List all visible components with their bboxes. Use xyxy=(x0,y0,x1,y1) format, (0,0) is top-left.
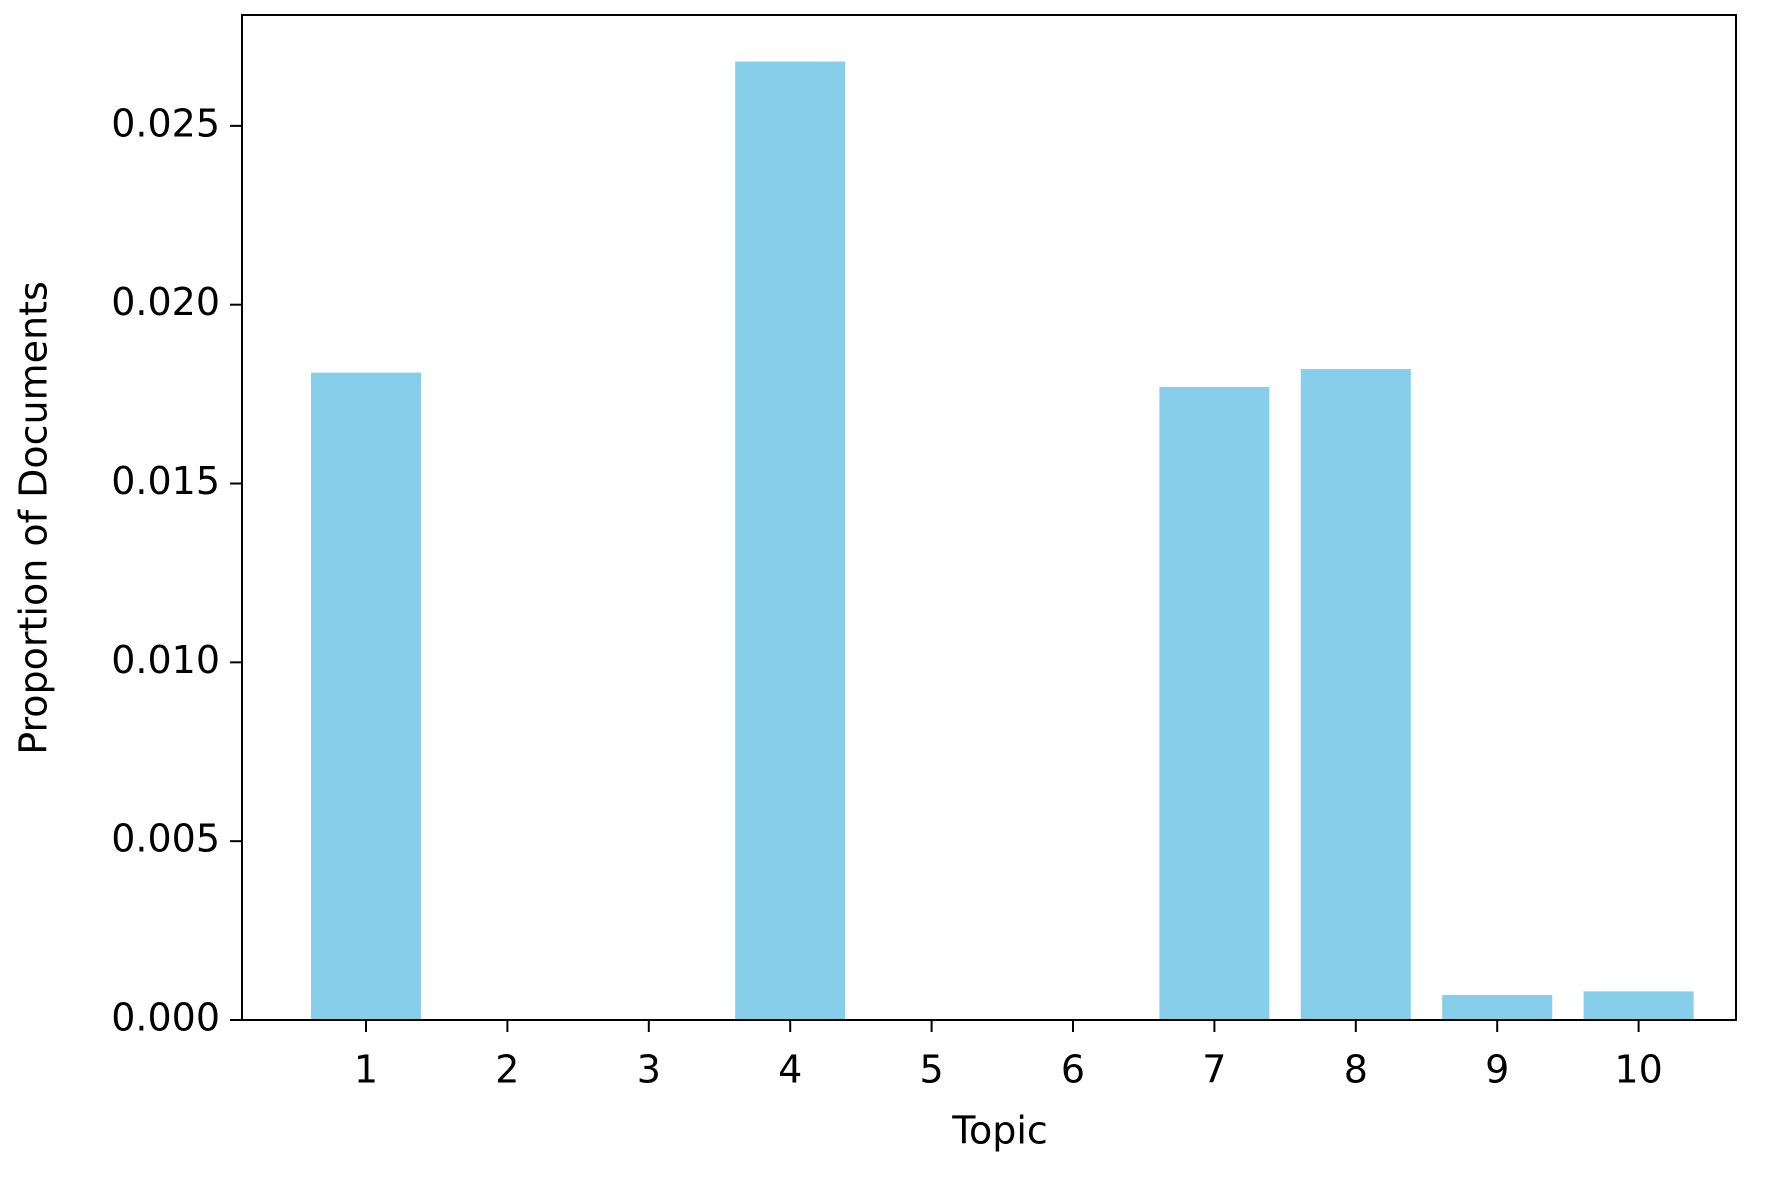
bar xyxy=(1300,369,1411,1021)
bar xyxy=(1442,994,1553,1020)
plot-frame xyxy=(241,14,1737,1021)
x-tick-label: 6 xyxy=(1061,1048,1085,1092)
y-tick-label: 0.000 xyxy=(111,996,220,1040)
x-tick-label: 10 xyxy=(1614,1048,1662,1092)
y-tick-label: 0.025 xyxy=(111,101,220,145)
y-axis-label: Proportion of Documents xyxy=(12,281,56,755)
y-tick-label: 0.015 xyxy=(111,459,220,503)
y-tick-label: 0.020 xyxy=(111,280,220,324)
x-tick-label: 9 xyxy=(1485,1048,1509,1092)
bar xyxy=(1159,386,1270,1021)
x-tick-label: 1 xyxy=(354,1048,378,1092)
bar xyxy=(735,61,846,1020)
x-tick-label: 4 xyxy=(778,1048,802,1092)
bar xyxy=(311,372,421,1020)
x-axis-label: Topic xyxy=(951,1109,1048,1153)
x-tick-label: 7 xyxy=(1202,1048,1226,1092)
bar xyxy=(1583,991,1694,1020)
x-tick-label: 5 xyxy=(920,1048,944,1092)
x-tick-label: 2 xyxy=(495,1048,519,1092)
y-tick-label: 0.005 xyxy=(111,817,220,861)
x-tick-label: 8 xyxy=(1344,1048,1368,1092)
y-tick-label: 0.010 xyxy=(111,638,220,682)
x-tick-label: 3 xyxy=(637,1048,661,1092)
